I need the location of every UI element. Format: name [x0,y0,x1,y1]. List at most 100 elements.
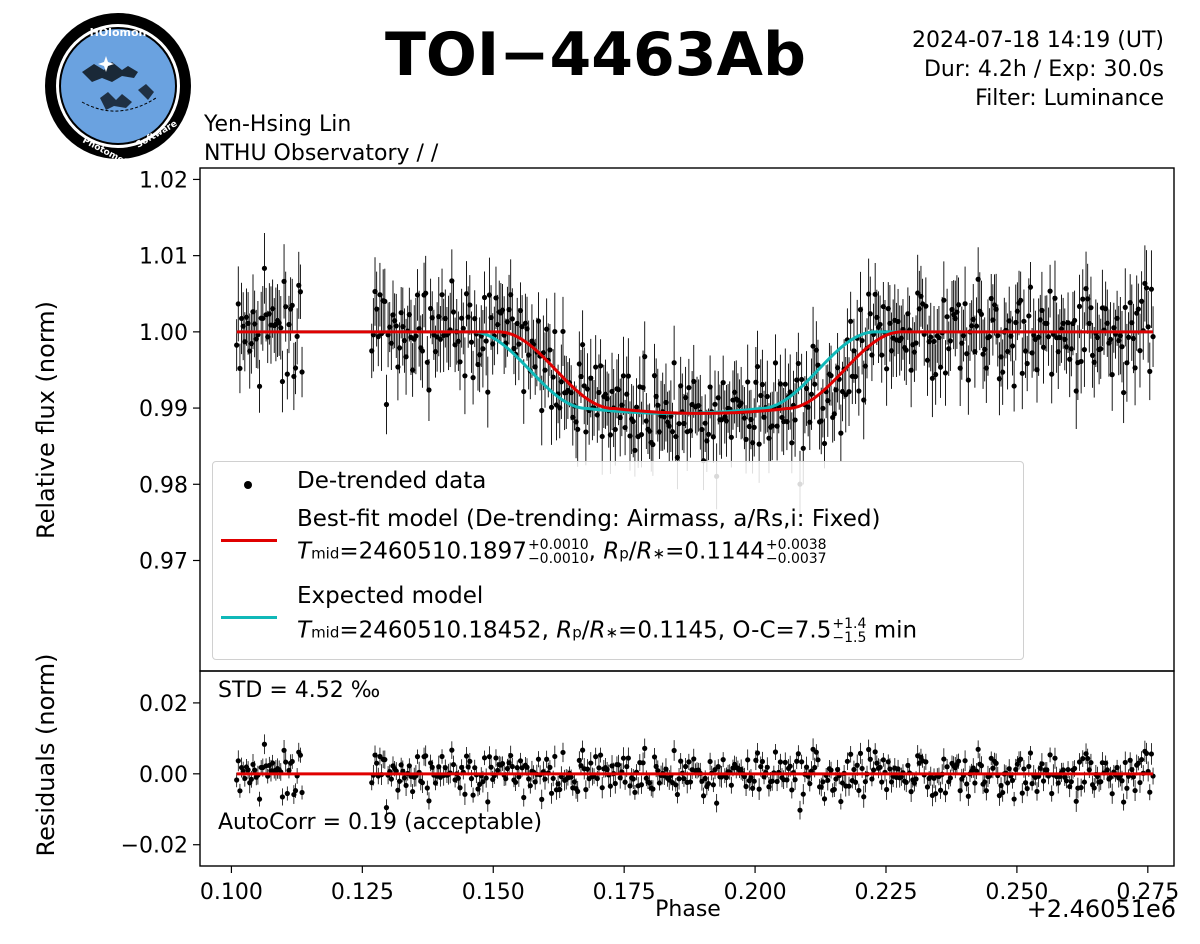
data-point [923,303,929,309]
residual-point [289,758,295,765]
residual-point [859,765,865,772]
data-point [676,421,682,427]
chart-title: TOI−4463Ab [385,20,806,90]
residual-point [642,745,648,751]
residual-point [1081,779,1088,785]
data-point [1098,346,1104,352]
residual-point [720,757,726,763]
residual-point [686,759,692,765]
data-point [375,334,381,340]
data-point [370,332,376,338]
residual-point [596,765,602,771]
residual-point [947,775,953,781]
data-point [234,342,240,348]
data-point [759,381,766,388]
main-y-tick-label: 0.99 [139,397,188,422]
residual-point [782,759,788,765]
residual-point [550,775,556,782]
residual-point [1068,779,1074,785]
data-point [261,265,268,271]
data-point [942,370,949,376]
residual-point [861,794,867,800]
residual-point [821,796,828,802]
residual-point [1052,755,1058,761]
data-point [987,333,993,340]
x-axis-offset-label: +2.46051e6 [1027,895,1176,923]
data-point [941,297,947,303]
legend-data-label: De-trended data [297,468,487,494]
residual-panel-frame [199,670,1175,867]
residual-point [1148,751,1155,757]
residual-point [671,747,677,754]
data-point [396,345,403,351]
residual-point [374,760,380,766]
data-point [1021,318,1027,324]
residual-point [419,780,426,786]
residual-point [245,767,251,773]
residual-point [1073,798,1079,804]
data-point [859,337,865,344]
autocorr-annotation: AutoCorr = 0.19 (acceptable) [218,810,542,835]
x-tick-label: 0.200 [724,880,787,905]
residual-point [383,805,390,811]
data-point [965,377,971,383]
residual-point [234,777,240,783]
data-point [1143,285,1150,291]
residual-point [423,753,429,759]
data-point [457,359,463,365]
axes-layer: 1.02 1.01 1.00 0.99 0.98 0.97 0.02 0.00 −0.02 0.1… [121,167,1179,905]
residual-point [993,760,999,766]
observatory-name: NTHU Observatory / / [204,141,439,166]
residual-point [972,780,978,786]
data-point [1078,358,1084,365]
residual-point [676,776,682,782]
residual-point [382,757,388,763]
residual-point [712,767,718,773]
data-point [973,323,980,329]
residual-point [879,779,885,785]
data-point [962,301,968,307]
residual-point [297,752,304,758]
residual-point [795,751,801,757]
main-y-tick-label: 0.97 [139,549,188,574]
residual-point [1076,759,1083,765]
residual-point [1098,779,1104,785]
residual-point [743,783,749,790]
data-point [928,334,934,340]
data-point [638,431,645,438]
data-point [821,440,828,447]
residual-point [1018,756,1024,762]
data-point [612,426,618,433]
residual-point [396,778,403,784]
residual-y-tick-label: −0.02 [121,834,188,859]
data-point [848,318,854,324]
residual-point [1078,784,1084,791]
residual-point [884,786,890,793]
residual-point [797,807,803,813]
data-point [877,321,883,328]
data-point [884,366,890,372]
main-data-layer [234,232,1156,518]
residual-point [789,787,795,793]
residual-point [1122,759,1128,766]
data-point [481,294,488,301]
residual-y-axis-label: Residuals (norm) [32,654,60,857]
residual-point [544,756,550,762]
data-point [235,301,241,307]
data-point [720,380,726,386]
residual-point [831,786,837,793]
x-tick-label: 0.100 [200,880,263,905]
residual-point [691,756,697,762]
residual-point [1143,750,1150,756]
residual-point [955,758,962,764]
filter-info: Filter: Luminance [975,86,1164,111]
data-point [754,363,761,370]
data-point [789,440,795,446]
residual-point [486,754,493,760]
observation-datetime: 2024-07-18 14:19 (UT) [912,28,1164,53]
data-point [671,360,677,366]
residual-point [426,798,432,804]
residual-point [552,753,558,760]
residual-point [700,793,707,799]
data-point [743,436,749,442]
